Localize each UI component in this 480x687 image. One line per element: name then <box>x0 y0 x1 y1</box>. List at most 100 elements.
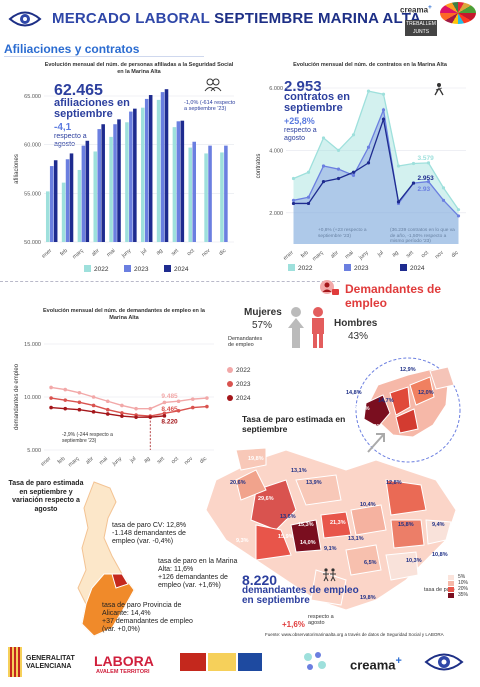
point-2022 <box>351 133 356 137</box>
y-tick-label: 4.000 <box>269 148 283 154</box>
point-2023 <box>120 411 124 415</box>
bar-2024 <box>53 160 58 242</box>
contracts-chart-title: Evolución mensual del núm. de contratos … <box>293 62 447 68</box>
valencia-region-map <box>77 481 135 637</box>
x-tick-label: set <box>156 456 166 466</box>
point-2022 <box>381 92 386 96</box>
scale-swatch <box>448 574 454 580</box>
bar-2023 <box>176 121 181 242</box>
marina-alta-map <box>205 447 457 611</box>
point-2023 <box>441 198 446 202</box>
point-2022 <box>148 406 153 411</box>
bar-2023 <box>65 159 70 242</box>
bar-2024 <box>101 124 105 242</box>
paro-ma: tasa de paro en la Marina Alta: 11,6% +12… <box>158 558 238 589</box>
x-tick-label: març <box>72 248 85 261</box>
point-2022 <box>306 170 311 174</box>
bar-2024 <box>133 108 137 242</box>
creama-logo-footer: creama+ <box>350 655 402 673</box>
legend-label: 2022 <box>236 367 251 374</box>
scale-legend: 5% 10% 20% 35% <box>448 574 468 598</box>
x-tick-label: feb <box>59 248 69 258</box>
bar-2023 <box>97 129 101 242</box>
point-2024 <box>120 414 124 418</box>
point-2022 <box>63 387 68 392</box>
gob-logo <box>180 653 206 671</box>
bar-2024 <box>164 89 169 242</box>
scale-swatch <box>448 580 454 586</box>
bar-2022 <box>45 191 50 242</box>
point-2022 <box>411 161 416 166</box>
map-value: 15,8% <box>398 522 414 528</box>
point-2024 <box>381 117 386 121</box>
bar-2024 <box>180 120 185 242</box>
hombres-label: Hombres <box>334 318 378 329</box>
paro-delta-value: +1,6% <box>282 620 305 629</box>
line-2022 <box>50 386 207 410</box>
people-walking-icon <box>323 568 336 582</box>
point-2023 <box>176 408 181 413</box>
paro-cv: tasa de paro CV: 12,8% -1.148 demandantes… <box>112 522 187 545</box>
affiliations-yoy-note: -1,0% (-614 respecto a septiembre '23) <box>184 100 236 112</box>
contracts-panel: Evolución mensual del núm. de contratos … <box>240 58 476 280</box>
contracts-note-left: +0,8% (+23 respecto a septiembre '23) <box>318 228 367 239</box>
x-tick-label: ag <box>155 248 164 257</box>
point-2024 <box>134 415 138 419</box>
x-tick-label: feb <box>57 456 67 466</box>
bar-2022 <box>140 107 145 243</box>
legend-swatch <box>400 264 407 271</box>
map-value: 14,0% <box>300 540 316 546</box>
y-tick-label: 2.000 <box>269 211 283 217</box>
point-2022 <box>366 89 371 93</box>
contracts-headline-value: 2.953 <box>284 78 322 95</box>
point-2023 <box>63 398 68 402</box>
contracts-delta-value: +25,8% <box>284 116 315 126</box>
y-tick-label: 65.000 <box>24 94 41 100</box>
line-2022 <box>293 90 460 211</box>
hombres-pct: 43% <box>348 331 369 342</box>
point-2022 <box>336 148 341 152</box>
legend-swatch <box>84 265 91 272</box>
partner-logo-icon <box>304 652 326 670</box>
map-value: 29,6% <box>258 496 274 502</box>
point-2022 <box>120 403 124 408</box>
point-2022 <box>134 406 138 411</box>
x-tick-label: oct <box>170 456 180 466</box>
bar-2023 <box>144 98 149 242</box>
point-2022 <box>77 390 82 395</box>
bar-2024 <box>69 153 74 242</box>
mujeres-pct: 57% <box>252 320 273 331</box>
paro-prov: tasa de paro Provincia de Alicante: 14,4… <box>102 602 193 633</box>
affiliations-delta-value: -4,1 <box>54 122 72 133</box>
x-tick-label: feb <box>300 250 310 260</box>
map-value: 15,3% <box>298 522 314 528</box>
bar-2022 <box>125 122 129 242</box>
y-tick-label: 15.000 <box>24 342 41 348</box>
x-tick-label: dic <box>218 248 227 257</box>
gva-shield-icon <box>8 647 22 677</box>
x-tick-label: abr <box>85 456 95 466</box>
point-2022 <box>456 208 461 212</box>
zoom-map-value: 12,0% <box>418 390 434 396</box>
divider <box>0 281 340 282</box>
scale-title: tasa de paro <box>424 587 455 593</box>
bar-2022 <box>204 153 208 242</box>
area-2023 <box>293 109 459 244</box>
x-tick-label: juny <box>357 250 370 262</box>
scale-swatch <box>448 586 454 592</box>
affiliations-panel: Evolución mensual del núm. de personas a… <box>4 58 239 280</box>
x-tick-label: set <box>405 250 415 260</box>
map-value: 10,3% <box>406 558 422 564</box>
affiliations-chart-title: Evolución mensual del núm. de personas a… <box>44 62 234 75</box>
point-2023 <box>351 173 356 177</box>
data-label: 9.485 <box>161 393 178 400</box>
bar-2024 <box>148 95 153 242</box>
point-2024 <box>91 410 96 414</box>
section-affiliations-title: Afiliaciones y contratos <box>4 42 140 56</box>
zoom-map-value: 19,9% <box>376 377 392 383</box>
data-label: 8.220 <box>161 419 178 426</box>
x-tick-label: dic <box>451 250 460 259</box>
page-title: MERCADO LABORAL SEPTIEMBRE MARINA ALTA <box>52 10 421 27</box>
zoom-map-value: 29,6% <box>354 406 370 412</box>
x-tick-label: nov <box>183 456 194 466</box>
